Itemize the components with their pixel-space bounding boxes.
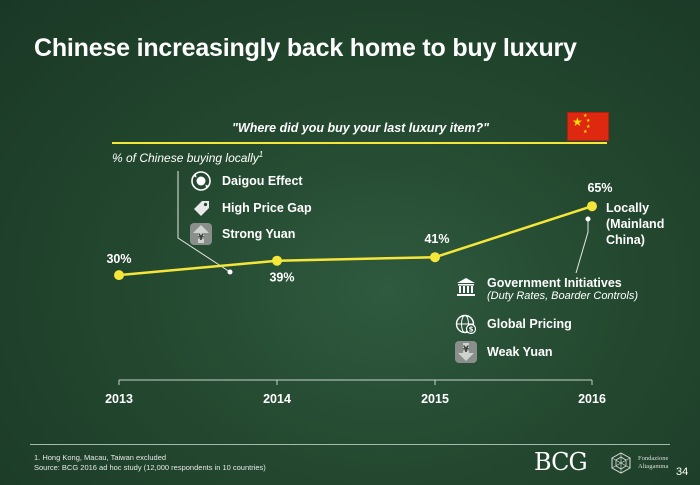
factor-daigou-label: Daigou Effect — [222, 174, 303, 188]
right-callout-connector — [575, 219, 589, 274]
factor-price-gap: High Price Gap — [190, 197, 312, 219]
data-label: 30% — [106, 252, 131, 266]
partner-line-1: Fondazione — [638, 455, 669, 462]
price-tag-icon — [190, 197, 212, 219]
page-number: 34 — [676, 466, 689, 478]
x-tick-label: 2013 — [105, 392, 133, 406]
x-tick-label: 2016 — [578, 392, 606, 406]
x-axis: 2013 2014 2015 2016 — [105, 379, 606, 406]
globe-dollar-icon: $ — [455, 313, 477, 335]
footnotes: 1. Hong Kong, Macau, Taiwan excluded Sou… — [34, 453, 266, 473]
altagamma-emblem-icon — [611, 452, 631, 474]
data-point — [587, 201, 597, 212]
svg-text:$: $ — [469, 326, 474, 334]
factor-global-pricing-label: Global Pricing — [487, 317, 572, 331]
data-point — [114, 270, 124, 281]
factor-weak-yuan: ¥ Weak Yuan — [455, 341, 553, 363]
data-label: 65% — [587, 181, 612, 195]
footnote-source: Source: BCG 2016 ad hoc study (12,000 re… — [34, 463, 266, 472]
factor-price-gap-label: High Price Gap — [222, 201, 312, 215]
page-title: Chinese increasingly back home to buy lu… — [34, 34, 577, 62]
china-flag-icon: ★ ★ ★ ★ ★ — [567, 112, 609, 141]
factor-global-pricing: $ Global Pricing — [455, 313, 572, 335]
left-callout-dot — [227, 269, 233, 275]
data-labels: 30% 39% 41% 65% — [106, 181, 612, 285]
factor-government: Government Initiatives (Duty Rates, Boar… — [455, 276, 638, 302]
callout-connectors — [177, 171, 591, 275]
data-point — [272, 255, 282, 266]
footnote-marker: 1 — [258, 150, 264, 159]
left-callout-connector — [177, 171, 231, 273]
survey-question: "Where did you buy your last luxury item… — [232, 121, 490, 135]
series-label: Locally (Mainland China) — [606, 201, 665, 247]
series-line — [118, 205, 593, 277]
right-callout-dot — [585, 216, 591, 222]
factor-weak-yuan-label: Weak Yuan — [487, 345, 553, 359]
altagamma-logo: Fondazione Altagamma — [610, 452, 668, 474]
yuan-up-arrow-icon: ¥ — [190, 223, 212, 245]
recycle-globe-icon — [190, 170, 212, 192]
factor-strong-yuan-label: Strong Yuan — [222, 227, 296, 241]
x-tick-label: 2014 — [263, 392, 291, 406]
footnote-1: 1. Hong Kong, Macau, Taiwan excluded — [34, 453, 167, 462]
partner-line-2: Altagamma — [638, 463, 669, 470]
data-point — [430, 252, 440, 263]
bcg-logo: BCG — [534, 448, 588, 476]
svg-text:¥: ¥ — [463, 345, 470, 355]
data-label: 39% — [269, 271, 294, 285]
yuan-down-arrow-icon: ¥ — [455, 341, 477, 363]
data-label: 41% — [424, 232, 449, 246]
chart-subtitle: % of Chinese buying locally1 — [112, 150, 263, 165]
factor-government-sublabel: (Duty Rates, Boarder Controls) — [487, 290, 638, 302]
chart-subtitle-text: % of Chinese buying locally — [112, 151, 259, 165]
svg-text:¥: ¥ — [198, 233, 205, 243]
header-divider — [112, 142, 607, 144]
factor-government-label: Government Initiatives — [487, 276, 622, 290]
footer-divider — [30, 444, 670, 445]
series-locally — [114, 201, 597, 281]
factor-daigou: Daigou Effect — [190, 170, 303, 192]
x-tick-label: 2015 — [421, 392, 449, 406]
factor-strong-yuan: ¥ Strong Yuan — [190, 223, 295, 245]
government-building-icon — [455, 276, 477, 298]
